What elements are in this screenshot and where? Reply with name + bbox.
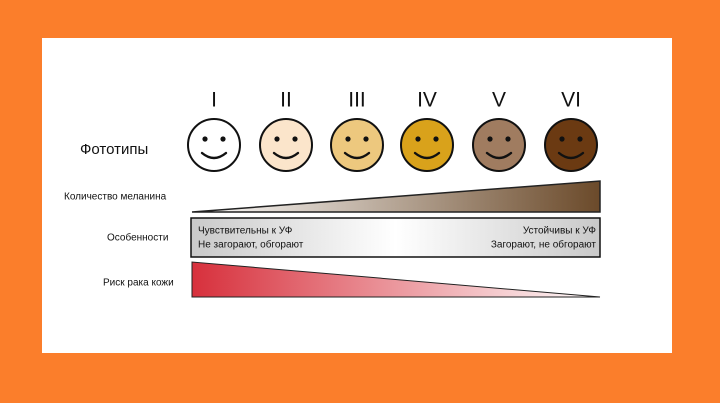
smile: [200, 151, 228, 160]
eye: [433, 136, 439, 142]
risk-label: Риск рака кожи: [103, 278, 174, 289]
face: [187, 118, 241, 172]
eye: [505, 136, 511, 142]
feature-right: Загорают, не обгорают: [491, 239, 597, 251]
eye: [363, 136, 369, 142]
numeral: I: [211, 89, 217, 112]
phototypes-label: Фототипы: [80, 141, 148, 158]
features-box: [190, 217, 601, 258]
numeral: III: [348, 89, 366, 112]
eye: [415, 136, 421, 142]
feature-right: Устойчивы к УФ: [523, 226, 597, 237]
eye: [577, 136, 583, 142]
numeral: IV: [417, 89, 437, 112]
smile: [343, 151, 371, 160]
faces: [187, 118, 598, 172]
numeral: V: [492, 89, 506, 112]
face: [400, 118, 454, 172]
eye: [202, 136, 208, 142]
feature-left: Не загорают, обгорают: [198, 239, 304, 251]
face: [330, 118, 384, 172]
face: [544, 118, 598, 172]
eye: [274, 136, 280, 142]
melanin-wedge: [191, 180, 601, 213]
numeral: VI: [561, 89, 581, 112]
numeral: II: [280, 89, 292, 112]
smile: [557, 151, 585, 160]
feature-left: Чувствительны к УФ: [198, 226, 293, 237]
smile: [485, 151, 513, 160]
face: [259, 118, 313, 172]
eye: [559, 136, 565, 142]
eye: [220, 136, 226, 142]
smile: [413, 151, 441, 160]
risk-wedge: [191, 261, 601, 298]
features-label: Особенности: [107, 232, 168, 244]
melanin-label: Количество меланина: [64, 192, 167, 203]
eye: [487, 136, 493, 142]
smile: [272, 151, 300, 160]
eye: [345, 136, 351, 142]
face: [472, 118, 526, 172]
eye: [292, 136, 298, 142]
